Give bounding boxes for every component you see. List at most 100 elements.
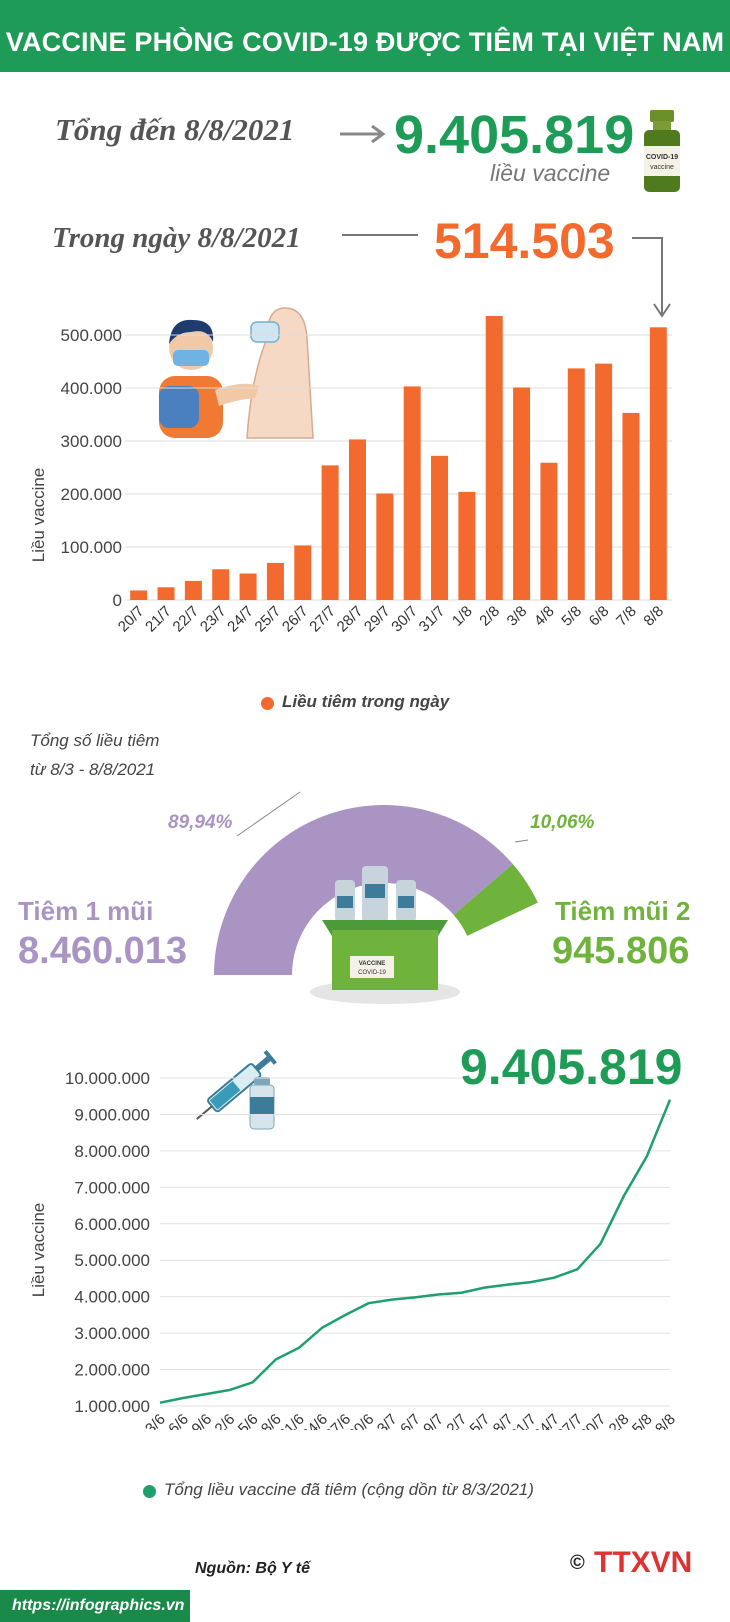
dose1-percent: 89,94% xyxy=(168,812,233,833)
bar-legend-label: Liều tiêm trong ngày xyxy=(282,692,450,711)
bar-y-tick-label: 200.000 xyxy=(61,485,122,504)
bar-chart-grid xyxy=(125,334,672,601)
connector-line xyxy=(342,234,418,236)
line-y-tick-label: 2.000.000 xyxy=(74,1361,150,1380)
donut-title-line1: Tổng số liều tiêm xyxy=(30,731,160,750)
line-y-tick-label: 4.000.000 xyxy=(74,1288,150,1307)
bar-x-tick-label: 24/7 xyxy=(224,603,257,636)
bar-y-tick-label: 500.000 xyxy=(61,326,122,345)
line-x-tick-label: 6/7 xyxy=(397,1411,424,1430)
copyright-symbol: © xyxy=(570,1552,585,1574)
footer-url-link[interactable]: https://infographics.vn xyxy=(0,1590,190,1622)
vaccination-illustration xyxy=(159,307,314,439)
bar-x-tick-label: 22/7 xyxy=(170,603,203,636)
bar-y-tick-label: 0 xyxy=(113,591,122,610)
line-y-tick-label: 5.000.000 xyxy=(74,1251,150,1270)
bar-x-tick-label: 7/8 xyxy=(613,603,640,630)
bar-x-tick-label: 31/7 xyxy=(416,603,449,636)
bar-31/7 xyxy=(431,455,449,600)
total-value: 9.405.819 xyxy=(394,105,635,165)
line-y-tick-label: 10.000.000 xyxy=(65,1069,150,1088)
bar-x-tick-label: 1/8 xyxy=(449,603,476,630)
line-chart-grid xyxy=(160,1077,670,1407)
bar-x-tick-label: 23/7 xyxy=(197,603,230,636)
bar-26/7 xyxy=(294,545,312,600)
bar-x-tick-label: 3/8 xyxy=(504,603,531,630)
bar-chart-y-ticks: 0 100.000 200.000 300.000 400.000 500.000 xyxy=(61,326,122,610)
bar-x-tick-label: 6/8 xyxy=(586,603,613,630)
box-label-covid: COVID-19 xyxy=(358,970,386,976)
line-x-tick-label: 2/8 xyxy=(606,1411,633,1430)
dose1-value: 8.460.013 xyxy=(18,930,188,972)
line-y-tick-label: 8.000.000 xyxy=(74,1142,150,1161)
bar-21/7 xyxy=(157,587,175,600)
line-x-tick-label: 8/8 xyxy=(652,1411,679,1430)
bar-25/7 xyxy=(266,562,284,600)
line-chart-y-axis-label: Liều vaccine xyxy=(29,1203,48,1298)
line-x-tick-label: 5/8 xyxy=(629,1411,656,1430)
dose2-label: Tiêm mũi 2 xyxy=(555,896,691,926)
arrow-right-icon xyxy=(340,124,386,144)
bar-x-tick-label: 27/7 xyxy=(306,603,339,636)
bar-x-tick-label: 21/7 xyxy=(142,603,175,636)
bar-28/7 xyxy=(348,439,366,600)
donut-title-line2: từ 8/3 - 8/8/2021 xyxy=(30,760,156,779)
dose-split-donut-chart: VACCINE COVID-19 xyxy=(214,791,538,1004)
bar-22/7 xyxy=(184,580,202,600)
line-chart-x-ticks: 3/66/69/612/615/618/621/624/627/630/63/7… xyxy=(142,1411,679,1430)
small-vial-icon xyxy=(249,1077,275,1130)
total-label: Tổng đến 8/8/2021 xyxy=(55,112,295,147)
dose2-value: 945.806 xyxy=(552,930,690,972)
cumulative-end-value: 9.405.819 xyxy=(460,1039,683,1095)
bar-29/7 xyxy=(376,493,394,600)
source-note: Nguồn: Bộ Y tế xyxy=(195,1560,310,1577)
svg-text:COVID-19: COVID-19 xyxy=(646,154,678,161)
bar-x-tick-label: 25/7 xyxy=(252,603,285,636)
bar-x-tick-label: 2/8 xyxy=(476,603,503,630)
bar-x-tick-label: 26/7 xyxy=(279,603,312,636)
bar-y-tick-label: 400.000 xyxy=(61,379,122,398)
bar-30/7 xyxy=(403,386,421,600)
line-legend-marker xyxy=(143,1485,156,1498)
dose1-label: Tiêm 1 mũi xyxy=(18,896,154,926)
bar-x-tick-label: 4/8 xyxy=(531,603,558,630)
bar-y-tick-label: 100.000 xyxy=(61,538,122,557)
line-y-tick-label: 1.000.000 xyxy=(74,1397,150,1416)
total-unit: liều vaccine xyxy=(490,160,611,186)
arrow-down-icon xyxy=(632,237,671,318)
cumulative-doses-line-chart: 1.000.000 2.000.000 3.000.000 4.000.000 5.00… xyxy=(29,1069,679,1430)
page-title: VACCINE PHÒNG COVID-19 ĐƯỢC TIÊM TẠI VIỆ… xyxy=(5,27,725,57)
bar-x-tick-label: 28/7 xyxy=(334,603,367,636)
line-legend-label: Tổng liều vaccine đã tiêm (cộng dồn từ 8… xyxy=(164,1480,534,1499)
bar-x-tick-label: 30/7 xyxy=(388,603,421,636)
bar-x-tick-label: 29/7 xyxy=(361,603,394,636)
bar-x-tick-label: 5/8 xyxy=(558,603,585,630)
donut-slice-dose1 xyxy=(214,804,513,975)
bar-3/8 xyxy=(513,387,531,600)
vaccine-box-illustration: VACCINE COVID-19 xyxy=(322,866,448,990)
ttxvn-logo: TTXVN xyxy=(594,1546,693,1579)
line-y-tick-label: 6.000.000 xyxy=(74,1215,150,1234)
donut-slice-dose2 xyxy=(453,863,538,936)
bar-4/8 xyxy=(540,462,558,600)
line-x-tick-label: 3/7 xyxy=(374,1411,401,1430)
bar-legend-marker xyxy=(261,697,274,710)
dose2-percent: 10,06% xyxy=(530,812,595,833)
line-y-tick-label: 3.000.000 xyxy=(74,1324,150,1343)
bar-2/8 xyxy=(485,315,503,600)
bar-6/8 xyxy=(595,363,613,600)
line-chart-y-ticks: 1.000.000 2.000.000 3.000.000 4.000.000 5.00… xyxy=(65,1069,150,1416)
title-banner xyxy=(0,0,730,72)
box-label-vaccine: VACCINE xyxy=(359,961,386,967)
bar-24/7 xyxy=(239,573,257,600)
bar-y-tick-label: 300.000 xyxy=(61,432,122,451)
line-x-tick-label: 6/6 xyxy=(165,1411,192,1430)
bar-x-tick-label: 8/8 xyxy=(640,603,667,630)
bar-27/7 xyxy=(321,465,339,600)
bar-5/8 xyxy=(567,368,585,600)
bar-7/8 xyxy=(622,412,640,600)
syringe-icon xyxy=(196,1050,277,1120)
line-y-tick-label: 7.000.000 xyxy=(74,1178,150,1197)
bar-1/8 xyxy=(458,491,476,600)
bar-23/7 xyxy=(212,569,230,600)
